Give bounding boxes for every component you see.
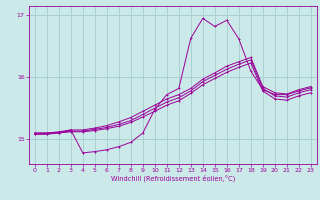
X-axis label: Windchill (Refroidissement éolien,°C): Windchill (Refroidissement éolien,°C) bbox=[111, 175, 235, 182]
